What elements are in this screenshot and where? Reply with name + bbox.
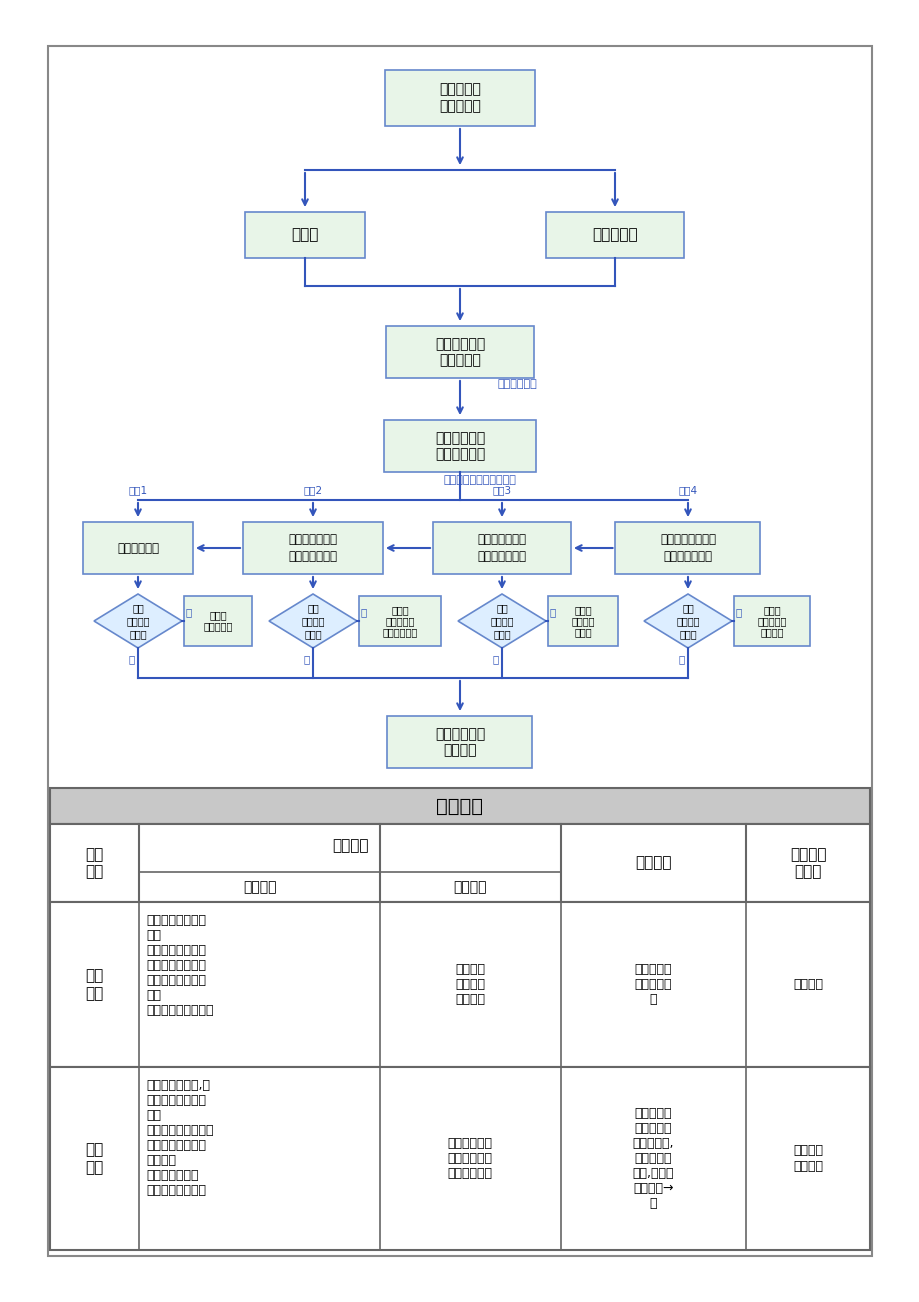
Text: 小组合作学习: 小组合作学习 xyxy=(497,379,538,389)
Text: 图形重合与: 图形重合与 xyxy=(756,616,786,626)
Text: 教学
环节: 教学 环节 xyxy=(85,846,104,879)
FancyBboxPatch shape xyxy=(50,824,869,902)
Text: 这样转换: 这样转换 xyxy=(571,616,594,626)
FancyBboxPatch shape xyxy=(243,522,382,574)
Text: 观摩转换实践
思考转换规律
合作总结规律: 观摩转换实践 思考转换规律 合作总结规律 xyxy=(448,1137,493,1180)
Text: 缘由？: 缘由？ xyxy=(573,628,591,637)
Text: 是: 是 xyxy=(493,654,499,664)
Text: 沿中位线割补: 沿中位线割补 xyxy=(117,542,159,555)
FancyBboxPatch shape xyxy=(50,902,869,1068)
FancyBboxPatch shape xyxy=(548,596,618,646)
Text: 否: 否 xyxy=(550,607,556,617)
Text: 缘由？: 缘由？ xyxy=(304,629,322,639)
Text: 图形的面积: 图形的面积 xyxy=(438,99,481,113)
Text: 讨论4: 讨论4 xyxy=(677,486,697,495)
Text: 拼成的多种图形,它
们的面积有什么关
系？
为什么这样移一移、
拼一拼就成了不同
图形了？
你是怎么想的？
你能说说你发现的: 拼成的多种图形,它 们的面积有什么关 系？ 为什么这样移一移、 拼一拼就成了不同… xyxy=(146,1079,213,1197)
Text: 媒体资源
的应用: 媒体资源 的应用 xyxy=(789,846,825,879)
Text: 明确: 明确 xyxy=(681,603,693,613)
Text: 三角形的高割补: 三角形的高割补 xyxy=(289,551,337,564)
Text: 面积公式: 面积公式 xyxy=(443,743,476,756)
FancyBboxPatch shape xyxy=(50,1068,869,1250)
Polygon shape xyxy=(643,594,732,648)
Text: 合作学习信息: 合作学习信息 xyxy=(435,447,484,461)
Text: 观看录像
思考问题
回答相应: 观看录像 思考问题 回答相应 xyxy=(455,963,485,1006)
Text: 是: 是 xyxy=(129,654,135,664)
FancyBboxPatch shape xyxy=(615,522,760,574)
Text: 推转换的方法: 推转换的方法 xyxy=(382,628,417,637)
Text: 讨论1: 讨论1 xyxy=(129,486,147,495)
Text: 沿中位线及两端点: 沿中位线及两端点 xyxy=(659,533,715,546)
Text: 两者面积: 两者面积 xyxy=(675,616,699,626)
Text: 设计意图: 设计意图 xyxy=(635,855,671,871)
Text: 沿中位线以上的: 沿中位线以上的 xyxy=(289,533,337,546)
FancyBboxPatch shape xyxy=(387,716,532,768)
Text: 是: 是 xyxy=(303,654,310,664)
Text: 图形的转化: 图形的转化 xyxy=(592,228,637,242)
Text: 教师收集小组: 教师收集小组 xyxy=(435,431,484,445)
Text: 否: 否 xyxy=(360,607,367,617)
FancyBboxPatch shape xyxy=(433,522,571,574)
FancyBboxPatch shape xyxy=(50,788,869,824)
Text: 视频媒体: 视频媒体 xyxy=(792,978,823,991)
Polygon shape xyxy=(458,594,545,648)
FancyBboxPatch shape xyxy=(48,46,871,1256)
Text: 向下的垂线割补: 向下的垂线割补 xyxy=(477,551,526,564)
Text: 由图形特征: 由图形特征 xyxy=(385,616,414,626)
Polygon shape xyxy=(94,594,182,648)
Text: 关系？: 关系？ xyxy=(678,629,696,639)
Text: 讨论2: 讨论2 xyxy=(303,486,323,495)
Text: 讨论：: 讨论： xyxy=(391,605,408,615)
Text: 这样转换: 这样转换 xyxy=(490,616,513,626)
Text: 用割补法求: 用割补法求 xyxy=(438,82,481,96)
Text: 导入
环节: 导入 环节 xyxy=(85,969,104,1001)
Text: 中位线特征: 中位线特征 xyxy=(203,621,233,631)
Text: 形成
能力: 形成 能力 xyxy=(85,1142,104,1174)
Text: 讨论3: 讨论3 xyxy=(492,486,511,495)
Text: 教学活动: 教学活动 xyxy=(332,838,368,853)
Text: 关系？: 关系？ xyxy=(129,629,147,639)
FancyBboxPatch shape xyxy=(244,212,365,258)
Text: 否: 否 xyxy=(735,607,742,617)
Text: 是: 是 xyxy=(678,654,685,664)
Text: 你们喜欢玩七巧板
吗？
你能拼出平行四边
形吗？你能用它们
再拼成一个三角行
吗？
还能拼成什么图形？: 你们喜欢玩七巧板 吗？ 你能拼出平行四边 形吗？你能用它们 再拼成一个三角行 吗… xyxy=(146,914,213,1017)
Text: 三角形转化为: 三角形转化为 xyxy=(435,337,484,352)
Text: 讨论：: 讨论： xyxy=(763,605,780,615)
Text: 沿中位线两端点: 沿中位线两端点 xyxy=(477,533,526,546)
Text: 向下的垂线折合: 向下的垂线折合 xyxy=(663,551,711,564)
Text: 学生汇报的四种割补方法: 学生汇报的四种割补方法 xyxy=(443,475,516,486)
Text: 缘由？: 缘由？ xyxy=(493,629,510,639)
Text: 这样转换: 这样转换 xyxy=(301,616,324,626)
Text: 七巧板动
画、操作: 七巧板动 画、操作 xyxy=(792,1144,823,1173)
Text: 教师活动: 教师活动 xyxy=(243,880,276,894)
Text: 推导出三角形: 推导出三角形 xyxy=(435,728,484,741)
Text: 否: 否 xyxy=(186,607,192,617)
Text: 割补法: 割补法 xyxy=(291,228,318,242)
Text: 明确: 明确 xyxy=(307,603,319,613)
FancyBboxPatch shape xyxy=(83,522,193,574)
FancyBboxPatch shape xyxy=(386,326,533,378)
FancyBboxPatch shape xyxy=(184,596,252,646)
Text: 启发学生建
立割补的图
形转换思路,
找到图形的
特征,依据特
征进行割→
补: 启发学生建 立割补的图 形转换思路, 找到图形的 特征,依据特 征进行割→ 补 xyxy=(632,1107,674,1210)
Text: 学生活动: 学生活动 xyxy=(453,880,486,894)
Text: 底高对应: 底高对应 xyxy=(126,616,150,626)
Text: 教学过程: 教学过程 xyxy=(436,797,483,815)
FancyBboxPatch shape xyxy=(383,421,536,473)
FancyBboxPatch shape xyxy=(358,596,440,646)
Text: 明确: 明确 xyxy=(132,603,143,613)
Text: 创设学习问
题的真实情
境: 创设学习问 题的真实情 境 xyxy=(634,963,672,1006)
Text: 明确: 明确 xyxy=(495,603,507,613)
Text: 面积相等: 面积相等 xyxy=(759,628,783,637)
Polygon shape xyxy=(268,594,357,648)
Text: 平行四边形: 平行四边形 xyxy=(438,353,481,367)
Text: 讨论：: 讨论： xyxy=(573,605,591,615)
FancyBboxPatch shape xyxy=(545,212,683,258)
FancyBboxPatch shape xyxy=(384,70,535,126)
Text: 讨论：: 讨论： xyxy=(209,611,227,621)
FancyBboxPatch shape xyxy=(733,596,809,646)
